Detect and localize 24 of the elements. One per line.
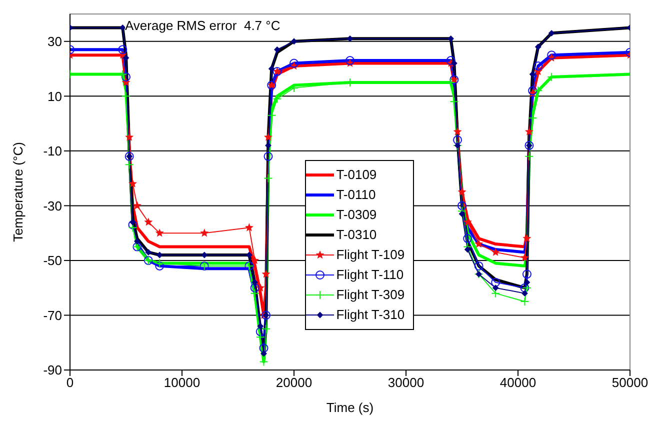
- legend-label: T-0310: [336, 227, 377, 242]
- legend-label: Flight T-110: [336, 267, 404, 282]
- legend-label: Flight T-109: [336, 247, 405, 262]
- y-tick-label: 30: [48, 34, 62, 49]
- x-axis-title: Time (s): [326, 400, 374, 415]
- x-tick-label: 30000: [388, 375, 424, 390]
- legend-label: Flight T-310: [336, 307, 405, 322]
- x-tick-label: 10000: [164, 375, 200, 390]
- legend-label: T-0109: [336, 167, 377, 182]
- y-axis-title: Temperature (°C): [10, 142, 26, 242]
- y-tick-label: -70: [43, 308, 62, 323]
- x-tick-label: 0: [66, 375, 74, 390]
- y-tick-label: -10: [43, 144, 62, 159]
- legend-label: T-0309: [336, 207, 377, 222]
- y-tick-label: 10: [48, 88, 62, 104]
- x-tick-label: 40000: [500, 375, 536, 390]
- legend-label: T-0110: [336, 187, 376, 202]
- legend-label: Flight T-309: [336, 287, 405, 302]
- y-tick-label: -50: [43, 253, 62, 268]
- annotation: Average RMS error 4.7 °C: [125, 18, 280, 33]
- y-tick-label: -90: [43, 362, 62, 378]
- x-tick-label: 20000: [276, 375, 312, 390]
- y-tick-label: -30: [43, 198, 62, 214]
- x-tick-label: 50000: [612, 375, 648, 390]
